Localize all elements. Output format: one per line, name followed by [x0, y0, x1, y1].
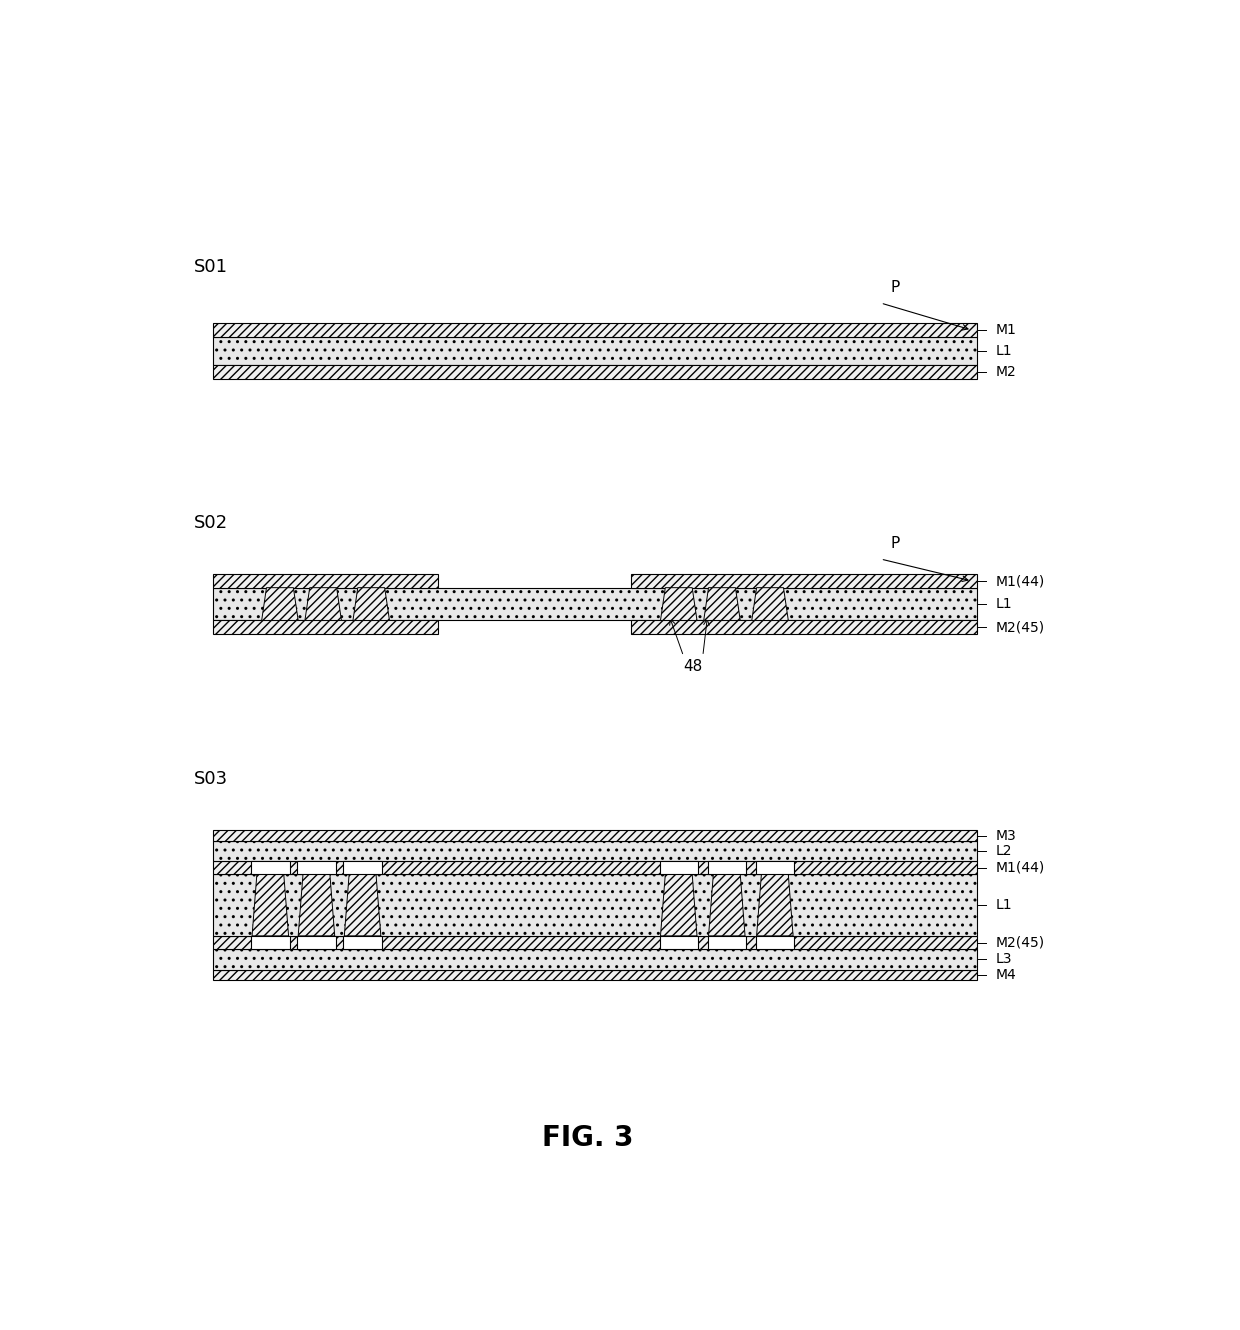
Bar [343, 861, 382, 874]
Bar [708, 936, 746, 950]
Text: M2(45): M2(45) [996, 620, 1045, 634]
Text: M4: M4 [996, 968, 1017, 982]
Text: M2(45): M2(45) [996, 935, 1045, 950]
Bar [631, 620, 977, 634]
Text: L2: L2 [996, 843, 1012, 858]
Bar [755, 936, 794, 950]
Polygon shape [756, 874, 794, 936]
Bar [213, 841, 977, 861]
Bar [250, 936, 289, 950]
Bar [213, 874, 977, 936]
Text: L1: L1 [996, 344, 1013, 358]
Bar [213, 366, 977, 379]
Bar [708, 861, 746, 874]
Polygon shape [298, 874, 335, 936]
Text: M1(44): M1(44) [996, 575, 1045, 588]
Text: L1: L1 [996, 597, 1013, 610]
Bar [213, 830, 977, 841]
Text: S01: S01 [193, 258, 227, 277]
Text: S03: S03 [193, 770, 228, 789]
Bar [250, 861, 289, 874]
Bar [213, 936, 977, 950]
Polygon shape [305, 588, 341, 620]
Bar [213, 861, 977, 874]
Bar [660, 861, 698, 874]
Polygon shape [353, 588, 389, 620]
Text: S02: S02 [193, 515, 228, 532]
Text: FIG. 3: FIG. 3 [542, 1124, 634, 1152]
Bar [755, 861, 794, 874]
Text: L3: L3 [996, 952, 1012, 967]
Polygon shape [661, 588, 697, 620]
Bar [660, 936, 698, 950]
Polygon shape [252, 874, 289, 936]
Bar [213, 950, 977, 970]
Polygon shape [751, 588, 789, 620]
Bar [213, 970, 977, 980]
Bar [213, 323, 977, 336]
Polygon shape [708, 874, 745, 936]
Bar [298, 861, 336, 874]
Text: 48: 48 [683, 660, 703, 674]
Polygon shape [661, 874, 697, 936]
Text: L1: L1 [996, 898, 1013, 912]
Bar [213, 336, 977, 366]
Bar [631, 575, 977, 588]
Bar [213, 588, 977, 620]
Polygon shape [704, 588, 740, 620]
Text: P: P [890, 281, 899, 295]
Bar [213, 575, 439, 588]
Text: M3: M3 [996, 829, 1017, 842]
Text: M1(44): M1(44) [996, 861, 1045, 875]
Bar [343, 936, 382, 950]
Bar [213, 620, 439, 634]
Text: M2: M2 [996, 366, 1017, 379]
Polygon shape [262, 588, 298, 620]
Polygon shape [345, 874, 381, 936]
Text: P: P [890, 536, 899, 551]
Text: M1: M1 [996, 323, 1017, 336]
Bar [298, 936, 336, 950]
